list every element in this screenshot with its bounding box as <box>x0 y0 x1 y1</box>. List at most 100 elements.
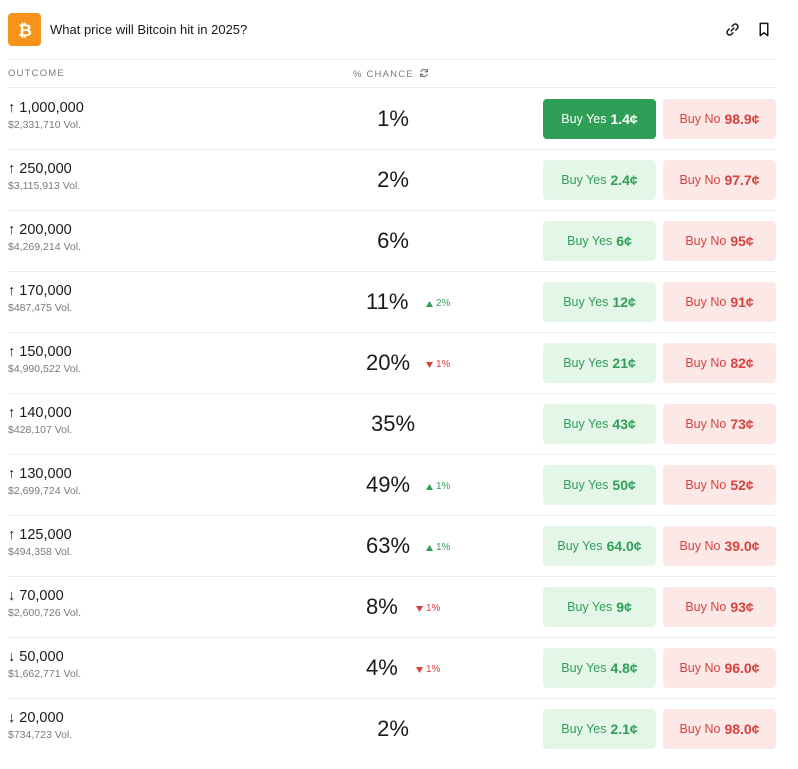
outcome-row[interactable]: ↑ 140,000 $428,107 Vol. 35% Buy Yes 43¢ … <box>8 394 776 455</box>
outcome-label: ↓ 20,000 <box>8 710 64 726</box>
chance-column-header: % CHANCE <box>353 68 429 81</box>
outcome-info: ↑ 250,000 $3,115,913 Vol. <box>8 161 80 192</box>
triangle-down-icon <box>416 605 423 612</box>
outcome-info: ↓ 70,000 $2,600,726 Vol. <box>8 588 81 619</box>
outcome-row[interactable]: ↑ 250,000 $3,115,913 Vol. 2% Buy Yes 2.4… <box>8 150 776 211</box>
outcome-label: ↑ 130,000 <box>8 466 72 482</box>
buy-yes-button[interactable]: Buy Yes 9¢ <box>543 587 656 627</box>
outcome-row[interactable]: ↓ 20,000 $734,723 Vol. 2% Buy Yes 2.1¢ B… <box>8 699 776 760</box>
chance-value: 4% <box>366 655 398 680</box>
buy-no-button[interactable]: Buy No 95¢ <box>663 221 776 261</box>
chance-value: 1% <box>377 106 409 131</box>
column-headers: OUTCOME % CHANCE <box>8 59 776 88</box>
chance-cell: 4% 1% <box>308 638 478 698</box>
buy-no-button[interactable]: Buy No 73¢ <box>663 404 776 444</box>
outcome-row[interactable]: ↓ 70,000 $2,600,726 Vol. 8% 1% Buy Yes 9… <box>8 577 776 638</box>
buy-no-button[interactable]: Buy No 97.7¢ <box>663 160 776 200</box>
buy-yes-price: 21¢ <box>612 355 636 371</box>
outcome-volume: $4,990,522 Vol. <box>8 363 81 375</box>
outcome-label: ↑ 200,000 <box>8 222 72 238</box>
triangle-down-icon <box>416 666 423 673</box>
triangle-up-icon <box>426 483 433 490</box>
outcome-row[interactable]: ↑ 200,000 $4,269,214 Vol. 6% Buy Yes 6¢ … <box>8 211 776 272</box>
chance-delta-value: 1% <box>436 481 451 492</box>
chance-cell: 2% <box>308 150 478 210</box>
buy-yes-button[interactable]: Buy Yes 2.1¢ <box>543 709 656 749</box>
buy-yes-button[interactable]: Buy Yes 1.4¢ <box>543 99 656 139</box>
chance-cell: 35% <box>308 394 478 454</box>
outcome-volume: $734,723 Vol. <box>8 729 73 741</box>
buy-no-button[interactable]: Buy No 52¢ <box>663 465 776 505</box>
outcome-column-header: OUTCOME <box>8 68 65 79</box>
chance-delta-value: 2% <box>436 298 451 309</box>
buy-yes-button[interactable]: Buy Yes 64.0¢ <box>543 526 656 566</box>
link-icon[interactable] <box>724 21 740 37</box>
outcome-row[interactable]: ↓ 50,000 $1,662,771 Vol. 4% 1% Buy Yes 4… <box>8 638 776 699</box>
buy-no-button[interactable]: Buy No 98.0¢ <box>663 709 776 749</box>
outcome-label: ↑ 1,000,000 <box>8 100 84 116</box>
buy-no-label: Buy No <box>685 356 727 370</box>
outcome-row[interactable]: ↑ 1,000,000 $2,331,710 Vol. 1% Buy Yes 1… <box>8 89 776 150</box>
buy-no-button[interactable]: Buy No 93¢ <box>663 587 776 627</box>
buy-yes-price: 9¢ <box>616 599 632 615</box>
chance-delta-value: 1% <box>426 664 441 675</box>
buy-yes-label: Buy Yes <box>561 112 607 126</box>
buy-yes-label: Buy Yes <box>561 661 607 675</box>
buy-no-label: Buy No <box>685 295 727 309</box>
outcome-row[interactable]: ↑ 170,000 $487,475 Vol. 11% 2% Buy Yes 1… <box>8 272 776 333</box>
buy-no-button[interactable]: Buy No 91¢ <box>663 282 776 322</box>
outcome-volume: $1,662,771 Vol. <box>8 668 81 680</box>
buy-no-button[interactable]: Buy No 98.9¢ <box>663 99 776 139</box>
buy-yes-button[interactable]: Buy Yes 6¢ <box>543 221 656 261</box>
outcome-label: ↓ 70,000 <box>8 588 64 604</box>
outcome-info: ↓ 50,000 $1,662,771 Vol. <box>8 649 81 680</box>
buy-yes-button[interactable]: Buy Yes 2.4¢ <box>543 160 656 200</box>
chance-delta-value: 1% <box>436 359 451 370</box>
buy-yes-label: Buy Yes <box>563 478 609 492</box>
outcome-volume: $428,107 Vol. <box>8 424 73 436</box>
chance-cell: 1% <box>308 89 478 149</box>
bookmark-icon[interactable] <box>756 21 772 37</box>
buy-yes-price: 4.8¢ <box>610 660 638 676</box>
buy-yes-button[interactable]: Buy Yes 43¢ <box>543 404 656 444</box>
buy-no-label: Buy No <box>679 539 721 553</box>
buy-yes-price: 50¢ <box>612 477 636 493</box>
buy-yes-price: 6¢ <box>616 233 632 249</box>
buy-no-button[interactable]: Buy No 96.0¢ <box>663 648 776 688</box>
buy-yes-label: Buy Yes <box>557 539 603 553</box>
buy-yes-label: Buy Yes <box>567 600 613 614</box>
buy-no-button[interactable]: Buy No 82¢ <box>663 343 776 383</box>
outcome-info: ↑ 130,000 $2,699,724 Vol. <box>8 466 81 497</box>
chance-value: 63% <box>366 533 411 558</box>
chance-cell: 20% 1% <box>308 333 478 393</box>
outcome-row[interactable]: ↑ 130,000 $2,699,724 Vol. 49% 1% Buy Yes… <box>8 455 776 516</box>
buy-yes-button[interactable]: Buy Yes 4.8¢ <box>543 648 656 688</box>
buy-no-label: Buy No <box>679 173 721 187</box>
chance-delta: 1% <box>426 542 450 553</box>
chance-delta: 1% <box>416 603 440 614</box>
outcome-volume: $494,358 Vol. <box>8 546 73 558</box>
outcome-info: ↑ 140,000 $428,107 Vol. <box>8 405 72 436</box>
outcome-volume: $2,600,726 Vol. <box>8 607 81 619</box>
chance-delta: 1% <box>416 664 440 675</box>
buy-yes-button[interactable]: Buy Yes 21¢ <box>543 343 656 383</box>
market-header: ₿ What price will Bitcoin hit in 2025? <box>8 13 776 46</box>
buy-no-price: 98.0¢ <box>724 721 760 737</box>
header-actions <box>724 21 772 37</box>
refresh-icon[interactable] <box>419 68 429 81</box>
outcome-row[interactable]: ↑ 150,000 $4,990,522 Vol. 20% 1% Buy Yes… <box>8 333 776 394</box>
buy-yes-button[interactable]: Buy Yes 50¢ <box>543 465 656 505</box>
chance-column-label: % CHANCE <box>353 69 414 80</box>
triangle-up-icon <box>426 544 433 551</box>
buy-yes-price: 2.1¢ <box>610 721 638 737</box>
triangle-down-icon <box>426 361 433 368</box>
chance-cell: 6% <box>308 211 478 271</box>
chance-value: 49% <box>366 472 411 497</box>
buy-no-price: 97.7¢ <box>724 172 760 188</box>
outcome-row[interactable]: ↑ 125,000 $494,358 Vol. 63% 1% Buy Yes 6… <box>8 516 776 577</box>
buy-no-button[interactable]: Buy No 39.0¢ <box>663 526 776 566</box>
buy-yes-button[interactable]: Buy Yes 12¢ <box>543 282 656 322</box>
outcome-volume: $3,115,913 Vol. <box>8 180 81 192</box>
chance-cell: 2% <box>308 699 478 759</box>
buy-no-label: Buy No <box>685 478 727 492</box>
